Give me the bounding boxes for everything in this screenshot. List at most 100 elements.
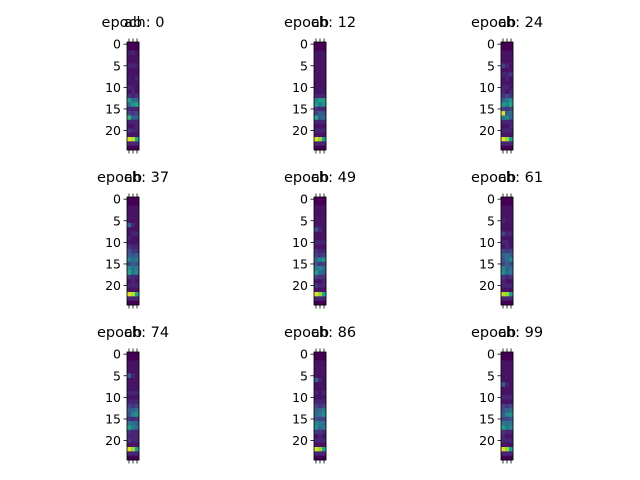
heatmap-cell (501, 429, 506, 435)
heatmap-cell (501, 416, 506, 422)
heatmap-cell (314, 76, 319, 82)
heatmap-cell (135, 390, 140, 396)
heatmap-cell (322, 412, 327, 418)
heatmap-cell (314, 201, 319, 206)
heatmap-cell (127, 360, 132, 366)
heatmap-cell (501, 145, 506, 151)
heatmap-cell (505, 132, 510, 138)
heatmap-cell (135, 434, 140, 439)
heatmap-cell (322, 360, 327, 366)
heatmap-cell (322, 416, 327, 422)
heatmap-cell (501, 360, 506, 366)
heatmap-cell (505, 412, 510, 418)
heatmap-cell (322, 209, 327, 215)
heatmap-cell (505, 244, 510, 250)
heatmap-cell (509, 266, 514, 271)
heatmap-cell (509, 270, 514, 276)
heatmap-cell (505, 214, 510, 219)
heatmap-cell (135, 447, 140, 452)
heatmap-cell (135, 412, 140, 418)
heatmap-cell (322, 438, 327, 444)
heatmap-cell (318, 59, 323, 64)
heatmap-cell (501, 132, 506, 138)
heatmap-cell (501, 111, 506, 116)
heatmap-cell (505, 63, 510, 69)
heatmap-cell (501, 253, 506, 258)
heatmap-cell (135, 231, 140, 237)
heatmap-cell (509, 421, 514, 426)
panel-title: epoch: 74 (97, 325, 169, 341)
overlay-label: ab (498, 170, 516, 186)
heatmap-cell (505, 266, 510, 271)
heatmap-cell (131, 201, 136, 206)
heatmap-cell (314, 274, 319, 280)
heatmap-cell (127, 296, 132, 301)
heatmap-cell (314, 244, 319, 250)
heatmap-cell (509, 214, 514, 219)
y-tick-label: 20 (292, 278, 308, 293)
heatmap-cell (131, 377, 136, 383)
heatmap-cell (505, 98, 510, 103)
heatmap-cell (501, 227, 506, 232)
heatmap-cell (127, 253, 132, 258)
heatmap-cell (314, 442, 319, 448)
heatmap-cell (505, 235, 510, 241)
heatmap-cell (322, 447, 327, 452)
heatmap-cell (322, 145, 327, 151)
heatmap-cell (318, 201, 323, 206)
heatmap-cell (318, 244, 323, 250)
heatmap-cell (509, 364, 514, 370)
heatmap-cell (318, 124, 323, 129)
heatmap-cell (505, 352, 510, 357)
heatmap-cell (127, 279, 132, 284)
heatmap-cell (318, 377, 323, 383)
heatmap-cell (505, 447, 510, 452)
heatmap-cell (127, 429, 132, 435)
heatmap-cell (501, 209, 506, 215)
heatmap-cell (505, 395, 510, 400)
heatmap-cell (314, 296, 319, 301)
heatmap-cell (501, 80, 506, 86)
heatmap-cell (127, 382, 132, 387)
heatmap-cell (135, 244, 140, 250)
y-tick-label: 10 (292, 80, 308, 95)
heatmap-cell (509, 137, 514, 142)
heatmap-cell (509, 257, 514, 263)
heatmap-cell (127, 434, 132, 439)
heatmap-cell (131, 292, 136, 297)
heatmap-cell (318, 429, 323, 435)
heatmap-cell (127, 141, 132, 146)
heatmap-cell (505, 102, 510, 108)
heatmap-cell (131, 257, 136, 263)
heatmap-cell (135, 240, 140, 245)
heatmap-cell (509, 222, 514, 228)
heatmap-cell (318, 390, 323, 396)
heatmap-cell (135, 93, 140, 99)
heatmap-cell (318, 85, 323, 90)
heatmap-cell (501, 261, 506, 267)
heatmap-cell (131, 63, 136, 69)
heatmap-cell (322, 373, 327, 379)
heatmap-cell (322, 59, 327, 64)
heatmap-cell (505, 72, 510, 77)
heatmap-cell (318, 274, 323, 280)
heatmap-cell (131, 227, 136, 232)
heatmap-cell (131, 352, 136, 357)
heatmap-cell (131, 54, 136, 60)
y-tick-label: 15 (292, 256, 308, 271)
overlay-label: ab (311, 15, 329, 31)
heatmap-cell (314, 416, 319, 422)
heatmap-cell (314, 235, 319, 241)
heatmap-cell (322, 425, 327, 431)
heatmap-cell (501, 244, 506, 250)
heatmap-cell (135, 115, 140, 121)
heatmap-cell (505, 356, 510, 361)
heatmap-cell (505, 128, 510, 134)
heatmap-cell (318, 46, 323, 51)
heatmap-cell (318, 50, 323, 56)
heatmap-cell (322, 67, 327, 73)
heatmap-cell (322, 356, 327, 361)
heatmap-cell (127, 89, 132, 95)
heatmap-cell (505, 248, 510, 254)
